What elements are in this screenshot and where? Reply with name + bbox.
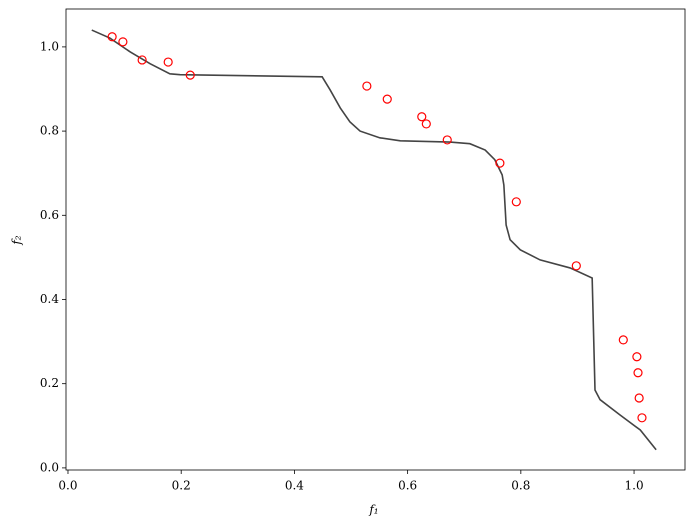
scatter-point [362,81,372,91]
scatter-point [633,368,643,378]
x-tick-label: 1.0 [625,479,644,493]
scatter-point [634,393,644,403]
scatter-point [107,32,117,42]
scatter-point [163,57,173,67]
scatter-point [495,158,505,168]
y-tick-label: 0.8 [40,124,59,138]
scatter-point [571,261,581,271]
scatter-point [632,352,642,362]
scatter-point [417,112,427,122]
scatter-point [185,70,195,80]
line [91,29,657,451]
y-axis-label: f₂ [10,235,24,245]
y-tick-label: 0.4 [40,292,59,306]
y-tick-label: 0.0 [40,460,59,474]
plot-frame [65,8,686,471]
scatter-point [421,119,431,129]
scatter-point [382,94,392,104]
x-axis-label: f₁ [368,503,378,517]
scatter-point [118,37,128,47]
x-tick-label: 0.2 [172,479,191,493]
y-tick-label: 1.0 [40,39,59,53]
y-tick-label: 0.2 [40,376,59,390]
scatter-point [637,413,647,423]
x-tick-label: 0.0 [58,479,77,493]
scatter-point [137,55,147,65]
x-tick-label: 0.6 [398,479,417,493]
x-tick-label: 0.8 [511,479,530,493]
y-tick-label: 0.6 [40,208,59,222]
scatter-point [618,335,628,345]
scatter-point [442,135,452,145]
scatter-point [511,197,521,207]
x-tick-label: 0.4 [285,479,304,493]
